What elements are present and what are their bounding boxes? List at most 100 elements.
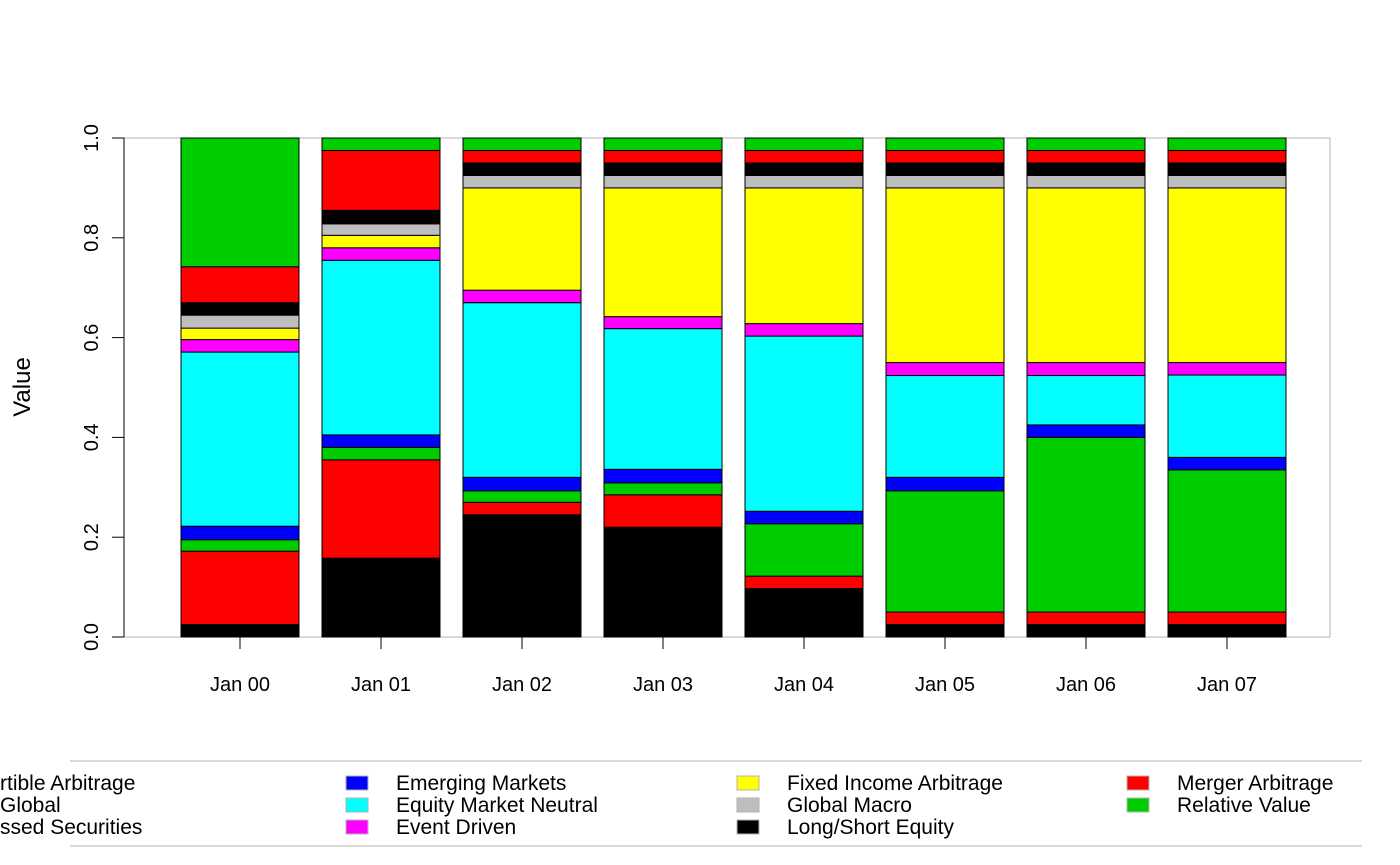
bar-segment <box>885 611 1005 626</box>
bar-segment <box>321 247 441 261</box>
bar-segment <box>1167 624 1287 638</box>
bar-segment <box>885 362 1005 377</box>
bar-segment <box>1167 456 1287 471</box>
legend-swatch <box>736 775 760 791</box>
bar-segment <box>744 588 864 638</box>
bar-segment <box>180 624 300 638</box>
legend-label: Equity Market Neutral <box>396 794 598 817</box>
bar-segment <box>321 434 441 448</box>
x-axis: Jan 00 Jan 01 Jan 02 Jan 03 Jan 04 Jan 05 Jan … <box>210 637 1257 696</box>
x-tick-label: Jan 04 <box>774 674 834 696</box>
bar-segment <box>462 174 582 189</box>
bar-segment <box>744 523 864 577</box>
bar-segment <box>744 162 864 176</box>
legend-swatch <box>1126 775 1150 791</box>
bar-segment <box>462 476 582 492</box>
legend-swatch <box>736 797 760 813</box>
bar-segment <box>321 557 441 638</box>
bar-segment <box>1167 137 1287 151</box>
legend-label: Merger Arbitrage <box>1177 772 1333 795</box>
legend-label: Emerging Markets <box>396 772 566 795</box>
bar-segment <box>180 327 300 341</box>
legend-label: Relative Value <box>1177 794 1311 817</box>
bar-segment <box>885 187 1005 364</box>
legend-swatch <box>345 819 369 835</box>
bar-segment <box>462 490 582 503</box>
bar-segment <box>744 174 864 189</box>
x-tick-label: Jan 01 <box>351 674 411 696</box>
legend-swatch <box>345 797 369 813</box>
bar-segment <box>462 187 582 291</box>
bar-segment <box>1026 162 1146 176</box>
y-tick-label: 0.6 <box>81 324 103 352</box>
bar-segment <box>603 149 723 164</box>
bar-segment <box>321 223 441 236</box>
bar-segment <box>1167 149 1287 164</box>
bar-segment <box>1026 624 1146 638</box>
bar-segment <box>744 335 864 512</box>
bar-segment <box>744 137 864 151</box>
bar-segment <box>180 314 300 329</box>
bar-segment <box>603 137 723 151</box>
bar-segment <box>1026 362 1146 377</box>
legend-swatch <box>736 819 760 835</box>
bar-segment <box>603 187 723 318</box>
bar-segment <box>885 149 1005 164</box>
bar-segment <box>1167 611 1287 626</box>
bar-segment <box>885 162 1005 176</box>
bar-segment <box>180 266 300 304</box>
bar-segment <box>1167 187 1287 364</box>
bar-segment <box>462 137 582 151</box>
bar-segment <box>462 289 582 304</box>
bar-segment <box>321 234 441 249</box>
bar-segment <box>180 351 300 527</box>
bar-segment <box>180 550 300 626</box>
bar-segment <box>885 624 1005 638</box>
legend-label: ssed Securities <box>0 816 142 839</box>
bar-segment <box>1167 374 1287 458</box>
legend-label: Event Driven <box>396 816 516 839</box>
legend-swatch <box>1126 797 1150 813</box>
bar-segment <box>1026 375 1146 426</box>
bar-segment <box>885 490 1005 613</box>
bar-segment <box>321 137 441 151</box>
bars-group <box>180 137 1287 638</box>
bar-segment <box>603 174 723 189</box>
plot-area <box>123 137 1331 638</box>
bar-segment <box>744 149 864 164</box>
bar-segment <box>321 259 441 436</box>
legend-label: Fixed Income Arbitrage <box>787 772 1003 795</box>
bar-segment <box>1026 149 1146 164</box>
bar-segment <box>603 482 723 496</box>
x-tick-label: Jan 05 <box>915 674 975 696</box>
bar-segment <box>462 501 582 516</box>
bar-segment <box>1026 187 1146 364</box>
bar-segment <box>1026 611 1146 626</box>
legend-label: rtible Arbitrage <box>0 772 135 795</box>
legend-swatch <box>345 775 369 791</box>
bar-segment <box>603 328 723 470</box>
x-tick-label: Jan 06 <box>1056 674 1116 696</box>
x-tick-label: Jan 00 <box>210 674 270 696</box>
bar-segment <box>1167 469 1287 613</box>
bar-segment <box>1026 424 1146 438</box>
bar-segment <box>1026 174 1146 189</box>
bar-segment <box>180 302 300 316</box>
bar-segment <box>321 149 441 211</box>
bar-segment <box>321 209 441 225</box>
legend-label: Global <box>0 794 61 817</box>
bar-segment <box>603 316 723 330</box>
bar-segment <box>1167 174 1287 189</box>
bar-segment <box>603 494 723 528</box>
bar-segment <box>744 187 864 325</box>
bar-segment <box>321 446 441 461</box>
y-tick-label: 0.4 <box>81 423 103 451</box>
bar-segment <box>603 162 723 176</box>
y-tick-label: 0.8 <box>81 224 103 252</box>
bar-segment <box>180 539 300 552</box>
legend-label: Global Macro <box>787 794 912 817</box>
bar-segment <box>462 149 582 164</box>
bar-segment <box>1026 436 1146 613</box>
